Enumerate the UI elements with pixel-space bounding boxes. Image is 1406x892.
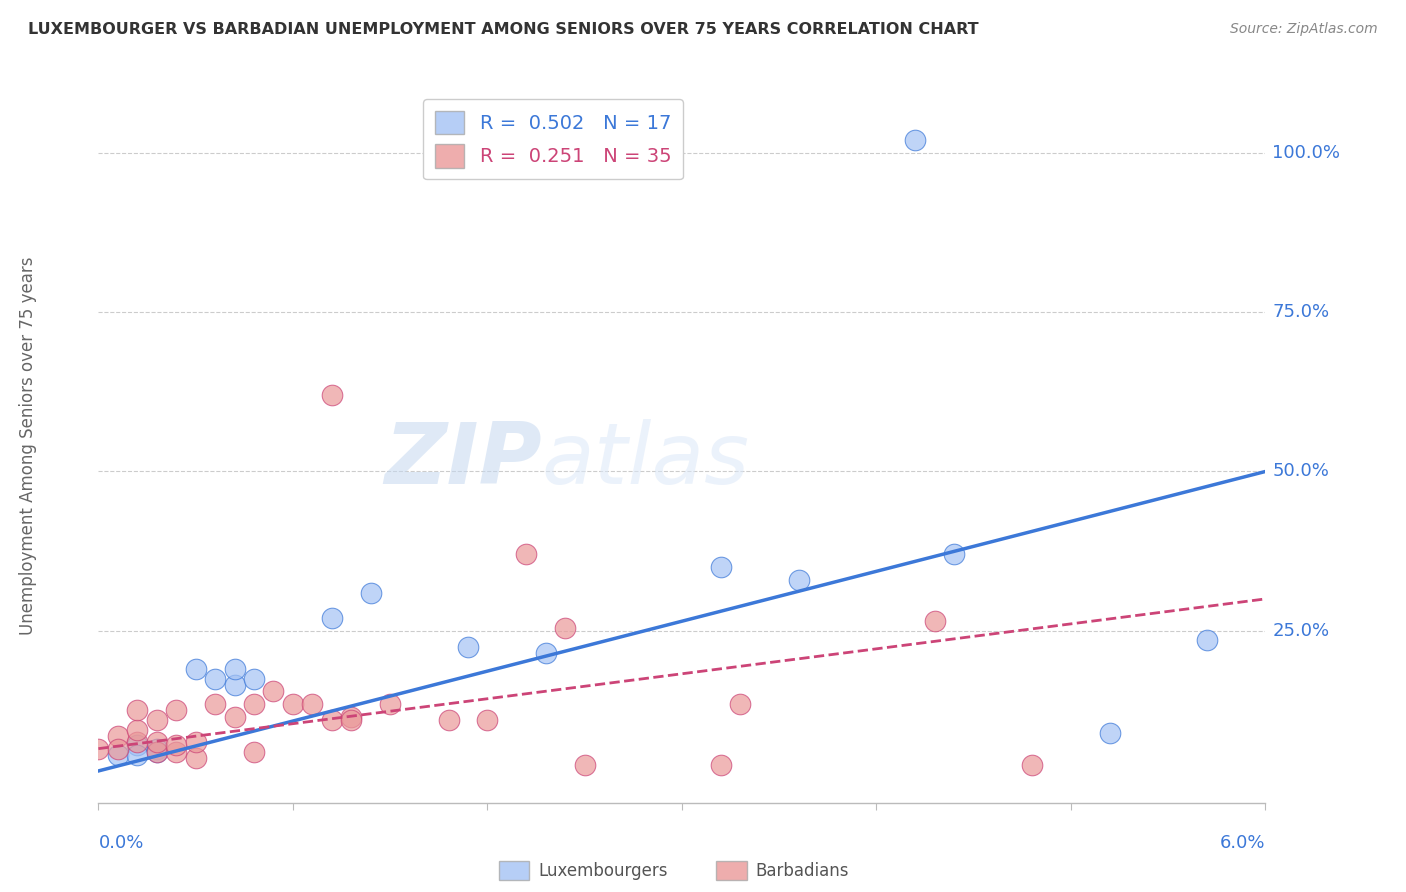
Text: 100.0%: 100.0% [1272,144,1340,162]
Point [224,662,246,676]
Point [204,697,226,711]
Text: 6.0%: 6.0% [1220,834,1265,852]
Point [184,735,207,749]
Text: Barbadians: Barbadians [756,862,849,880]
Point [165,739,187,753]
Point [1195,633,1218,648]
Point [146,745,169,759]
Point [924,614,946,628]
Point [437,713,460,727]
Point [146,735,169,749]
Text: Unemployment Among Seniors over 75 years: Unemployment Among Seniors over 75 years [20,257,37,635]
Point [321,713,343,727]
Point [534,646,557,660]
Point [243,697,266,711]
Point [127,703,149,717]
Point [146,741,169,756]
Point [787,573,810,587]
Point [184,751,207,765]
Legend: R =  0.502   N = 17, R =  0.251   N = 35: R = 0.502 N = 17, R = 0.251 N = 35 [423,99,683,179]
Text: Source: ZipAtlas.com: Source: ZipAtlas.com [1230,22,1378,37]
Point [224,710,246,724]
Point [243,745,266,759]
Point [262,684,284,698]
Text: LUXEMBOURGER VS BARBADIAN UNEMPLOYMENT AMONG SENIORS OVER 75 YEARS CORRELATION C: LUXEMBOURGER VS BARBADIAN UNEMPLOYMENT A… [28,22,979,37]
Point [574,757,596,772]
Text: 50.0%: 50.0% [1272,462,1329,481]
Text: 0.0%: 0.0% [98,834,143,852]
Point [107,741,129,756]
Point [904,133,927,147]
Point [301,697,323,711]
Point [87,741,110,756]
Point [107,729,129,743]
Point [477,713,499,727]
Point [710,757,733,772]
Point [165,745,187,759]
Text: 25.0%: 25.0% [1272,622,1330,640]
Point [127,739,149,753]
Point [127,735,149,749]
Point [515,547,537,561]
Point [146,745,169,759]
Point [943,547,966,561]
Point [184,662,207,676]
Point [378,697,402,711]
Point [360,585,382,599]
Point [321,611,343,625]
Point [340,713,363,727]
Text: Luxembourgers: Luxembourgers [538,862,668,880]
Point [146,713,169,727]
Point [1021,757,1043,772]
Point [730,697,752,711]
Point [554,621,576,635]
Point [321,388,343,402]
Point [340,710,363,724]
Point [107,747,129,762]
Text: 75.0%: 75.0% [1272,303,1330,321]
Point [224,678,246,692]
Point [281,697,304,711]
Point [204,672,226,686]
Point [127,723,149,737]
Point [1098,725,1121,739]
Point [127,747,149,762]
Text: atlas: atlas [541,418,749,502]
Point [243,672,266,686]
Point [457,640,479,654]
Point [710,560,733,574]
Text: ZIP: ZIP [384,418,541,502]
Point [165,703,187,717]
